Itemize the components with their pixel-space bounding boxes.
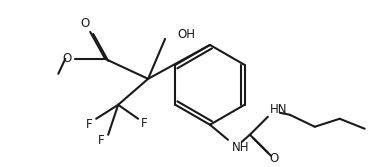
- Text: F: F: [86, 118, 93, 131]
- Text: F: F: [98, 134, 105, 147]
- Text: O: O: [63, 52, 72, 65]
- Text: HN: HN: [270, 103, 287, 116]
- Text: NH: NH: [232, 141, 249, 154]
- Text: O: O: [269, 152, 278, 165]
- Text: OH: OH: [177, 28, 195, 41]
- Text: O: O: [81, 17, 90, 30]
- Text: F: F: [141, 117, 147, 130]
